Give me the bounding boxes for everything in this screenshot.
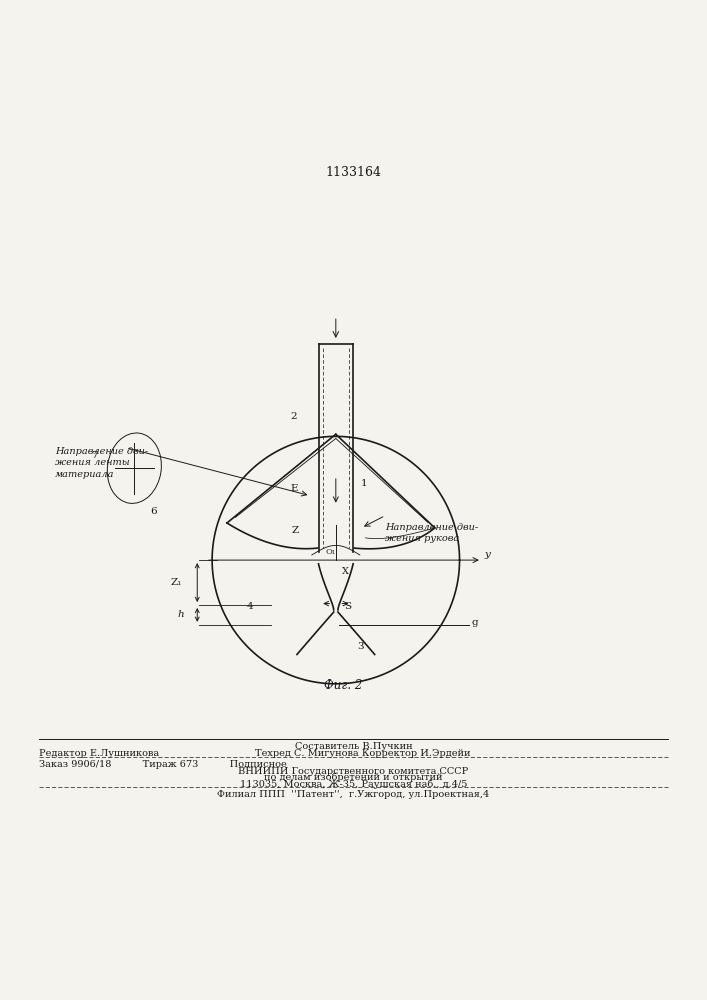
Text: Техред С. Мигунова Корректор И.Эрдейи: Техред С. Мигунова Корректор И.Эрдейи: [255, 749, 470, 758]
Text: Z₁: Z₁: [170, 578, 182, 587]
Text: 2: 2: [290, 412, 296, 421]
Text: 1: 1: [361, 479, 368, 488]
Text: 4: 4: [247, 602, 253, 611]
Text: S: S: [344, 602, 351, 611]
Text: O₁: O₁: [326, 548, 336, 556]
Text: Фиг. 2: Фиг. 2: [324, 679, 362, 692]
Text: Z: Z: [292, 526, 299, 535]
Text: X: X: [341, 567, 349, 576]
Text: Редактор Е.Лушникова: Редактор Е.Лушникова: [39, 749, 159, 758]
Text: Составитель В.Пучкин: Составитель В.Пучкин: [295, 742, 412, 751]
Text: ВНИИПИ Государственного комитета СССР: ВНИИПИ Государственного комитета СССР: [238, 767, 469, 776]
Text: Направление дви-
жения ленты
материала: Направление дви- жения ленты материала: [55, 447, 148, 479]
Text: Филиал ППП  ''Патент'',  г.Ужгород, ул.Проектная,4: Филиал ППП ''Патент'', г.Ужгород, ул.Про…: [217, 790, 490, 799]
Text: y: y: [484, 550, 490, 559]
Text: Направление дви-
жения рукова: Направление дви- жения рукова: [385, 523, 479, 543]
Text: 3: 3: [357, 642, 363, 651]
Text: E: E: [291, 484, 298, 493]
Text: по делам изобретений и открытий: по делам изобретений и открытий: [264, 773, 443, 782]
Text: h: h: [177, 610, 184, 619]
Text: 6: 6: [151, 507, 157, 516]
Text: 1133164: 1133164: [325, 166, 382, 179]
Text: 113035, Москва, Ж-35, Раушская наб., д.4/5: 113035, Москва, Ж-35, Раушская наб., д.4…: [240, 779, 467, 789]
Text: Заказ 9906/18          Тираж 673          Подписное: Заказ 9906/18 Тираж 673 Подписное: [39, 760, 286, 769]
Text: 7: 7: [91, 451, 98, 460]
Text: g: g: [472, 618, 479, 627]
